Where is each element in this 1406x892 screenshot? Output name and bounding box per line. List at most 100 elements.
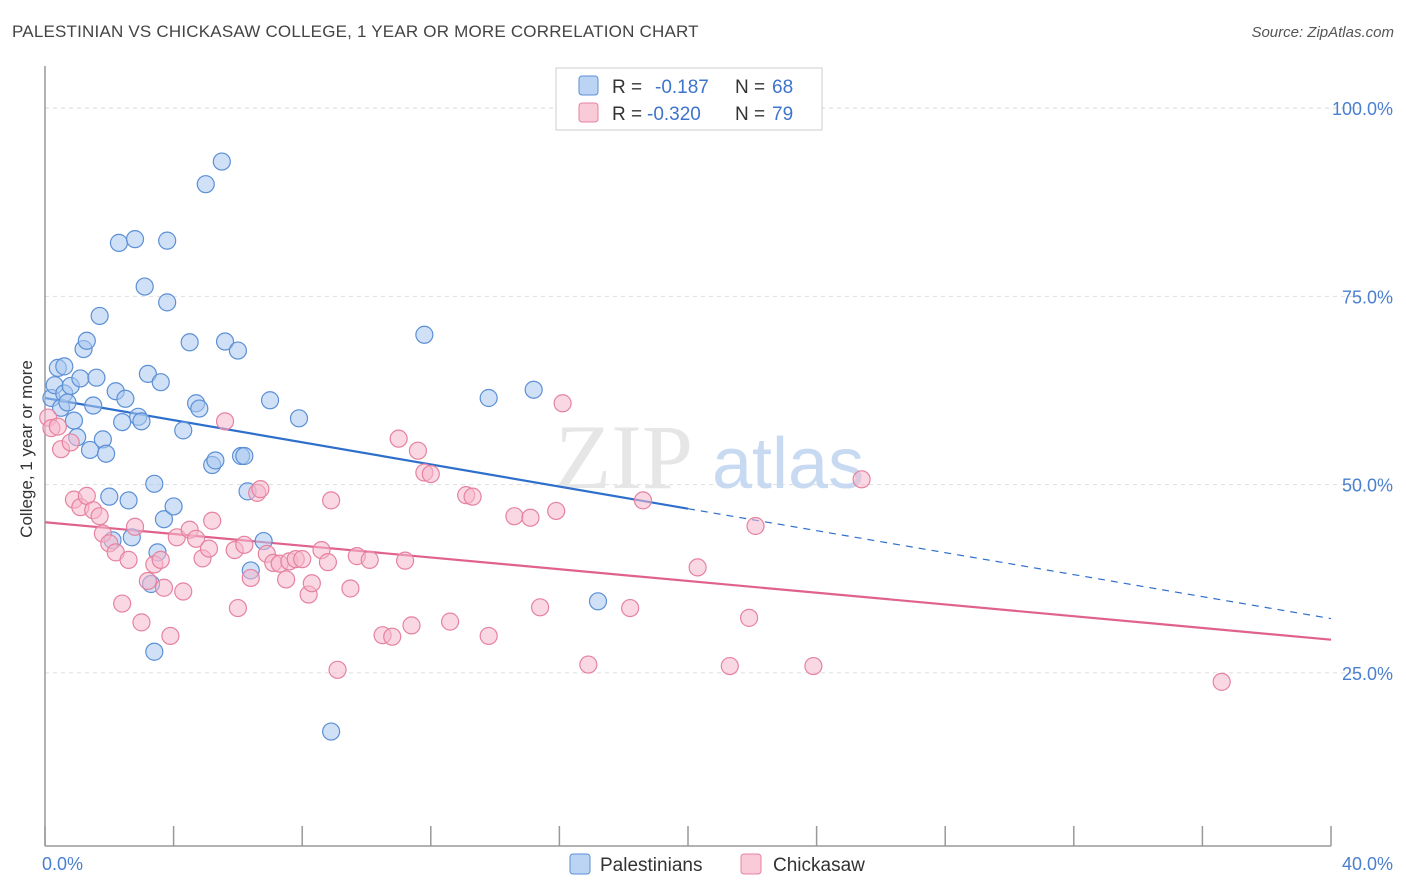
chart-title: PALESTINIAN VS CHICKASAW COLLEGE, 1 YEAR… [12,22,699,41]
chickasaw-point-2 [48,417,67,436]
chickasaw-point-28 [203,511,222,530]
chickasaw-point-44 [302,574,321,593]
palestinians-point-41 [174,421,193,440]
palestinians-point-40 [164,497,183,516]
palestinians-point-39 [158,231,177,250]
x-tick-label-0: 0.0% [42,854,83,874]
legend-r-value-2: -0.320 [647,104,701,125]
palestinians-point-36 [151,373,170,392]
correlation-legend: R = -0.187 N = 68 R = -0.320 N = 79 [555,67,823,131]
palestinians-point-49 [215,332,235,351]
palestinians-point-62 [588,592,608,611]
palestinians-point-31 [138,364,157,384]
chickasaw-point-73 [720,656,739,676]
chickasaw-point-55 [395,551,415,570]
palestinians-point-8 [64,411,84,430]
axes [44,66,1332,847]
palestinians-point-16 [90,306,109,326]
chickasaw-point-65 [521,508,540,527]
grid-lines [45,107,1361,674]
legend-n-value-2: 79 [772,104,793,125]
chickasaw-point-27 [199,539,219,558]
palestinians-point-15 [87,368,106,387]
chickasaw-point-25 [187,529,206,548]
palestinians-point-19 [100,487,119,506]
legend-n-label-2: N = [735,104,765,125]
palestinians-point-22 [109,233,129,252]
palestinians-point-44 [190,399,209,418]
palestinians-point-50 [228,341,247,360]
palestinians-point-37 [154,510,174,529]
watermark: ZIP atlas [555,406,864,508]
chickasaw-point-9 [90,507,109,526]
chickasaw-point-77 [852,470,871,489]
chickasaw-point-33 [241,568,260,588]
palestinians-point-47 [206,451,225,470]
chickasaw-point-13 [113,594,132,613]
chickasaw-point-49 [341,579,360,598]
palestinians-point-33 [145,642,164,661]
chickasaw-point-64 [505,507,524,526]
palestinians-point-6 [58,393,77,412]
y-tick-label-100: 100.0% [1332,99,1393,119]
palestinians-point-45 [196,175,215,194]
chickasaw-point-75 [746,516,765,536]
palestinians-point-18 [96,444,116,463]
palestinians-point-48 [212,152,231,171]
palestinians-point-10 [71,369,90,388]
chickasaw-point-42 [293,550,312,569]
data-points [39,152,1231,741]
chickasaw-point-15 [125,517,145,536]
palestinians-point-42 [180,333,199,352]
chickasaw-point-53 [383,627,402,646]
chickasaw-point-32 [235,535,254,554]
palestinians-point-56 [260,391,280,410]
y-tick-label-25: 25.0% [1342,664,1393,684]
palestinians-point-38 [158,293,177,312]
bottom-legend-swatch-chickasaw [740,853,762,875]
chickasaw-point-20 [154,578,174,597]
palestinians-point-58 [322,722,341,741]
palestinians-point-27 [125,230,145,249]
palestinians-point-52 [235,446,254,466]
chickasaw-point-57 [408,441,428,460]
chickasaw-point-35 [251,480,270,499]
bottom-legend-palestinians: Palestinians [600,855,702,876]
chickasaw-point-39 [277,570,296,589]
palestinians-point-25 [119,491,138,510]
palestinians-trend-line [44,396,689,510]
y-axis-label: College, 1 year or more [17,360,36,538]
chickasaw-point-69 [579,655,598,674]
chickasaw-point-4 [61,433,80,452]
chickasaw-point-51 [360,550,379,569]
chickasaw-point-48 [328,660,347,679]
palestinians-point-57 [289,409,309,428]
chickasaw-point-29 [215,412,235,431]
legend-swatch-palestinians [578,75,599,96]
chickasaw-point-78 [1212,672,1231,691]
palestinians-point-30 [135,277,154,296]
watermark-zip: ZIP [555,406,693,508]
legend-r-label-1: R = [612,77,642,98]
chickasaw-point-72 [688,558,707,577]
chickasaw-point-67 [547,501,566,521]
chickasaw-point-63 [479,626,498,646]
chickasaw-point-56 [402,616,421,635]
watermark-atlas: atlas [712,424,864,504]
bottom-legend-chickasaw: Chickasaw [773,855,865,876]
palestinians-point-12 [77,331,96,350]
legend-r-label-2: R = [612,104,642,125]
chickasaw-point-59 [421,464,440,484]
legend-swatch-chickasaw [578,102,599,123]
series-legend: Palestinians Chickasaw [569,853,865,876]
palestinians-point-61 [524,380,543,399]
chickasaw-point-66 [531,598,550,617]
chickasaw-point-76 [804,656,823,676]
chickasaw-point-19 [151,550,170,569]
chickasaw-point-17 [138,571,157,591]
bottom-legend-swatch-palestinians [569,853,591,875]
chickasaw-point-62 [463,487,482,506]
x-tick-label-1: 40.0% [1342,854,1393,874]
legend-n-label-1: N = [735,77,765,98]
